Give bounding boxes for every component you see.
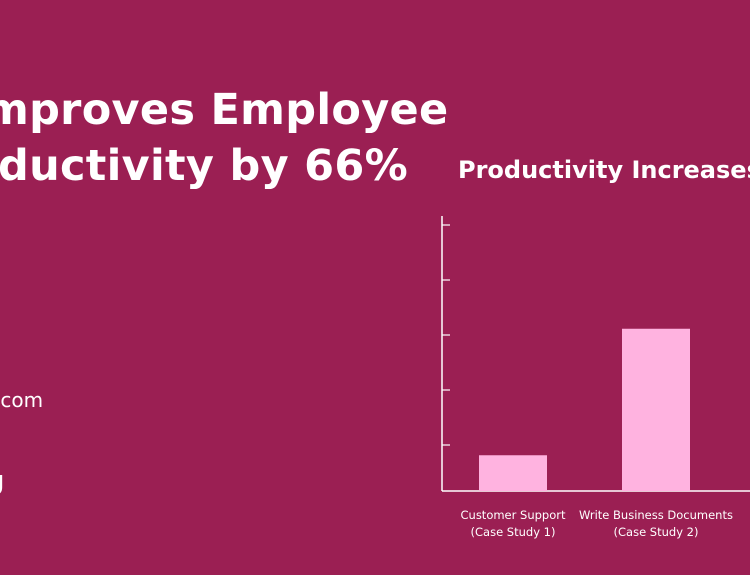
headline-line-1: mproves Employee <box>0 85 449 135</box>
x-tick-label-2-1: Write Business Documents <box>579 508 733 522</box>
headline-line-2: ductivity by 66% <box>0 141 409 191</box>
x-tick-label-1-1: Customer Support <box>461 508 566 522</box>
headline: mproves Employee ductivity by 66% <box>0 82 449 194</box>
chart-title: Productivity Increases v <box>458 156 750 184</box>
bar-2 <box>622 328 690 491</box>
x-tick-label-2-2: (Case Study 2) <box>614 525 699 539</box>
x-tick-label-1-2: (Case Study 1) <box>471 525 556 539</box>
meta-text-3: g <box>0 466 5 496</box>
bar-1 <box>479 455 547 491</box>
website-text: .com <box>0 388 44 412</box>
